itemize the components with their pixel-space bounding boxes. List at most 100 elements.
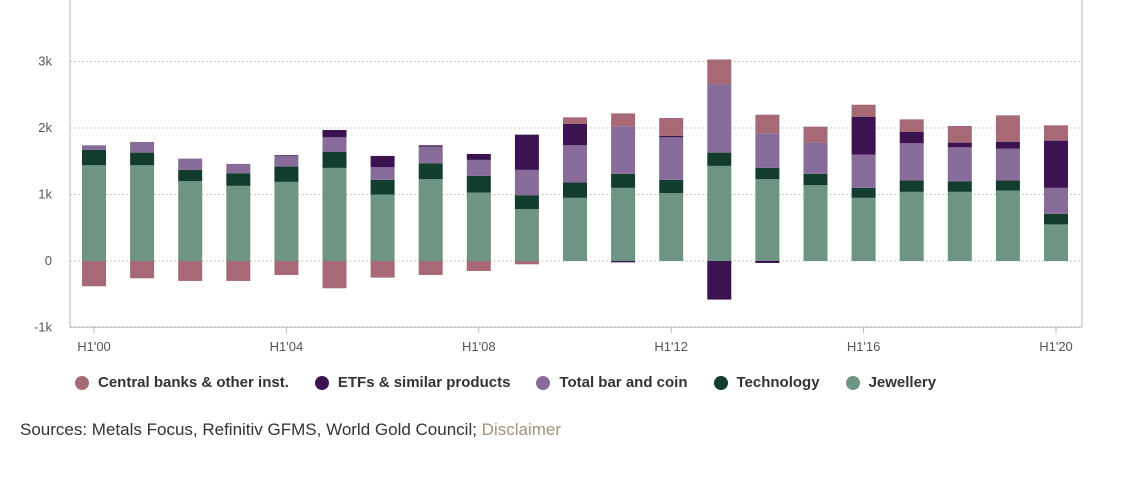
bar-segment[interactable] — [82, 149, 106, 166]
bar-segment[interactable] — [755, 167, 780, 180]
bar-segment[interactable] — [418, 146, 443, 164]
legend-item-etfs[interactable]: ETFs & similar products — [314, 374, 510, 391]
bar-segment[interactable] — [466, 175, 491, 193]
bar-segment[interactable] — [707, 84, 732, 153]
bar-segment[interactable] — [130, 152, 155, 166]
bar-segment[interactable] — [274, 155, 299, 167]
bar-segment[interactable] — [803, 185, 828, 261]
bar-segment[interactable] — [82, 145, 106, 150]
bar-segment[interactable] — [563, 145, 587, 183]
bar-segment[interactable] — [226, 261, 251, 281]
bar-segment[interactable] — [178, 181, 203, 261]
bar-segment[interactable] — [82, 165, 106, 261]
bar-segment[interactable] — [995, 141, 1020, 149]
bar-segment[interactable] — [755, 114, 780, 134]
bar-segment[interactable] — [418, 145, 443, 147]
bar-segment[interactable] — [563, 124, 587, 146]
bar-segment[interactable] — [659, 179, 684, 194]
bar-segment[interactable] — [466, 192, 491, 261]
bar-segment[interactable] — [899, 119, 924, 132]
bar-segment[interactable] — [514, 134, 539, 170]
bar-segment[interactable] — [611, 261, 636, 263]
bar-segment[interactable] — [370, 261, 395, 278]
bar-segment[interactable] — [611, 173, 636, 188]
bar-segment[interactable] — [659, 193, 684, 261]
bar-segment[interactable] — [899, 131, 924, 144]
bar-segment[interactable] — [274, 155, 299, 157]
bar-segment[interactable] — [370, 167, 395, 180]
bar-segment[interactable] — [995, 180, 1020, 191]
bar-segment[interactable] — [130, 261, 155, 279]
bar-segment[interactable] — [755, 179, 780, 261]
bar-segment[interactable] — [611, 113, 636, 127]
bar-segment[interactable] — [1044, 125, 1068, 141]
bar-segment[interactable] — [851, 154, 876, 188]
bar-segment[interactable] — [851, 197, 876, 261]
bar-segment[interactable] — [899, 180, 924, 192]
bar-segment[interactable] — [707, 152, 732, 166]
bar-segment[interactable] — [178, 169, 203, 182]
bar-segment[interactable] — [995, 148, 1020, 181]
bar-segment[interactable] — [274, 181, 299, 261]
bar-segment[interactable] — [226, 185, 251, 261]
bar-segment[interactable] — [707, 59, 732, 85]
bar-segment[interactable] — [755, 261, 780, 263]
bar-segment[interactable] — [1044, 187, 1068, 214]
legend-item-central-banks[interactable]: Central banks & other inst. — [75, 374, 289, 391]
bar-segment[interactable] — [659, 118, 684, 136]
bar-segment[interactable] — [947, 181, 972, 192]
bar-segment[interactable] — [851, 116, 876, 155]
bar-segment[interactable] — [370, 194, 395, 262]
bar-segment[interactable] — [274, 261, 299, 275]
bar-segment[interactable] — [947, 147, 972, 182]
legend-item-technology[interactable]: Technology — [713, 374, 820, 391]
bar-segment[interactable] — [947, 142, 972, 148]
legend-item-jewellery[interactable]: Jewellery — [845, 374, 936, 391]
bar-segment[interactable] — [178, 261, 203, 281]
bar-segment[interactable] — [659, 135, 684, 138]
bar-segment[interactable] — [803, 173, 828, 186]
bar-segment[interactable] — [611, 126, 636, 174]
bar-segment[interactable] — [947, 126, 972, 143]
bar-segment[interactable] — [418, 179, 443, 261]
bar-segment[interactable] — [130, 141, 155, 153]
bar-segment[interactable] — [707, 261, 732, 300]
bar-segment[interactable] — [514, 261, 539, 265]
bar-segment[interactable] — [899, 143, 924, 181]
bar-segment[interactable] — [418, 261, 443, 275]
bar-segment[interactable] — [1044, 224, 1068, 261]
bar-segment[interactable] — [514, 209, 539, 261]
bar-segment[interactable] — [707, 165, 732, 261]
bar-segment[interactable] — [322, 129, 347, 138]
bar-segment[interactable] — [466, 261, 491, 271]
bar-segment[interactable] — [466, 159, 491, 176]
bar-segment[interactable] — [899, 191, 924, 261]
bar-segment[interactable] — [563, 117, 587, 125]
bar-segment[interactable] — [611, 187, 636, 261]
bar-segment[interactable] — [851, 187, 876, 198]
bar-segment[interactable] — [1044, 213, 1068, 225]
bar-segment[interactable] — [514, 195, 539, 210]
bar-segment[interactable] — [466, 153, 491, 160]
bar-segment[interactable] — [851, 104, 876, 117]
bar-segment[interactable] — [755, 133, 780, 168]
bar-segment[interactable] — [514, 169, 539, 196]
bar-segment[interactable] — [322, 151, 347, 168]
bar-segment[interactable] — [322, 137, 347, 152]
bar-segment[interactable] — [418, 163, 443, 180]
bar-segment[interactable] — [370, 155, 395, 168]
bar-segment[interactable] — [322, 261, 347, 289]
bar-segment[interactable] — [226, 163, 251, 174]
bar-segment[interactable] — [1044, 140, 1068, 188]
bar-segment[interactable] — [226, 173, 251, 186]
bar-segment[interactable] — [178, 158, 203, 170]
bar-segment[interactable] — [563, 197, 587, 261]
legend-item-bar-and-coin[interactable]: Total bar and coin — [536, 374, 688, 391]
bar-segment[interactable] — [370, 179, 395, 195]
bar-segment[interactable] — [274, 166, 299, 182]
bar-segment[interactable] — [82, 261, 106, 287]
disclaimer-link[interactable]: Disclaimer — [481, 420, 562, 439]
bar-segment[interactable] — [803, 142, 828, 174]
bar-segment[interactable] — [947, 191, 972, 261]
bar-segment[interactable] — [995, 115, 1020, 142]
